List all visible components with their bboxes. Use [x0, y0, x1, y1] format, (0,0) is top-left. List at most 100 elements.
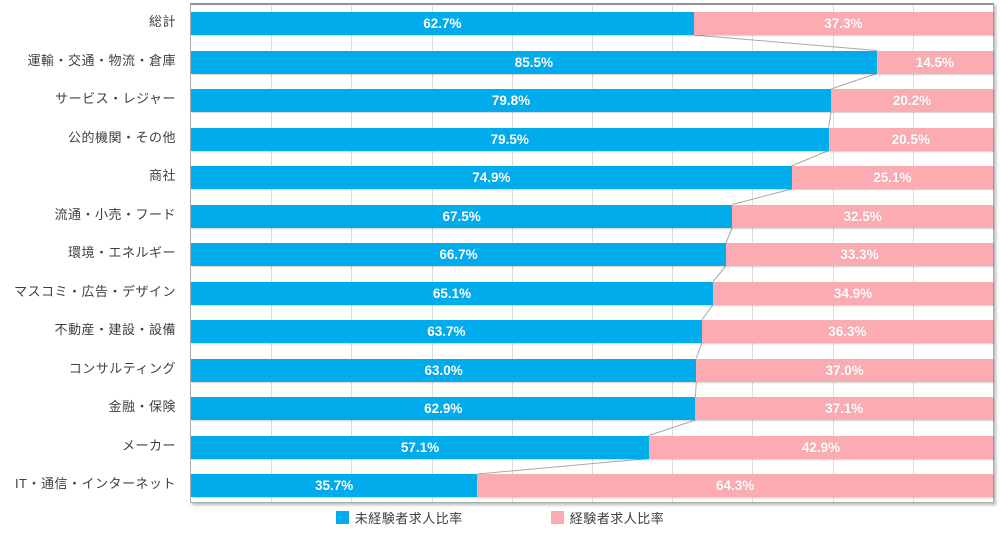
category-label: IT・通信・インターネット [14, 476, 176, 491]
value-label: 66.7% [439, 247, 478, 262]
category-label: 流通・小売・フード [54, 206, 176, 222]
category-label: 商社 [148, 168, 176, 183]
legend: 未経験者求人比率 経験者求人比率 [0, 506, 1000, 528]
segment-experienced: 14.5% [876, 50, 993, 74]
segment-experienced: 33.3% [725, 243, 993, 266]
bar-row: 67.5% 32.5% [191, 204, 993, 228]
segment-inexperienced: 79.8% [191, 89, 831, 112]
segment-inexperienced: 65.1% [191, 281, 714, 305]
connector-line [701, 304, 714, 321]
legend-swatch-pink-icon [550, 510, 564, 524]
value-label: 37.0% [825, 362, 864, 378]
bar-row: 63.7% 36.3% [191, 320, 993, 343]
bar-row: 62.9% 37.1% [191, 397, 993, 420]
connector-line [791, 150, 829, 167]
bar-row: 79.5% 20.5% [191, 127, 993, 151]
category-label: メーカー [121, 437, 176, 453]
bar-row: 65.1% 34.9% [191, 281, 993, 305]
category-label: 公的機関・その他 [67, 129, 176, 145]
value-label: 74.9% [472, 170, 511, 185]
value-label: 25.1% [873, 170, 912, 185]
value-label: 33.3% [840, 247, 879, 262]
segment-inexperienced: 79.5% [191, 127, 829, 151]
bar-row: 35.7% 64.3% [191, 474, 993, 497]
segment-experienced: 36.3% [701, 320, 993, 343]
segment-experienced: 20.2% [830, 89, 993, 112]
value-label: 62.7% [423, 16, 462, 31]
value-label: 20.2% [892, 93, 932, 108]
value-label: 20.5% [891, 131, 930, 147]
value-label: 79.5% [490, 131, 529, 147]
value-label: 37.3% [824, 16, 863, 31]
category-label: サービス・レジャー [55, 91, 176, 106]
legend-swatch-blue-icon [335, 510, 349, 524]
connector-line [693, 34, 877, 51]
connector-line [732, 188, 792, 205]
bar-row: 74.9% 25.1% [191, 166, 993, 189]
segment-inexperienced: 35.7% [191, 474, 478, 497]
segment-experienced: 34.9% [713, 281, 993, 305]
bar-row: 63.0% 37.0% [191, 358, 993, 382]
connector-line [712, 265, 727, 282]
category-label: マスコミ・広告・デザイン [13, 283, 176, 299]
value-label: 32.5% [843, 208, 882, 224]
value-label: 79.8% [491, 93, 531, 108]
category-label: 環境・エネルギー [67, 245, 176, 260]
segment-experienced: 64.3% [477, 474, 993, 497]
segment-experienced: 42.9% [648, 435, 993, 459]
bar-row: 79.8% 20.2% [191, 89, 993, 112]
value-label: 63.7% [427, 324, 466, 339]
value-label: 42.9% [801, 439, 841, 455]
value-label: 14.5% [915, 54, 954, 70]
legend-item-experienced: 経験者求人比率 [550, 508, 665, 527]
connector-line [828, 111, 832, 128]
legend-item-inexperienced: 未経験者求人比率 [335, 508, 463, 527]
connector-line [648, 419, 696, 436]
segment-inexperienced: 57.1% [191, 435, 649, 459]
value-label: 62.9% [424, 401, 463, 416]
value-label: 34.9% [833, 285, 873, 301]
value-label: 64.3% [716, 478, 755, 493]
bar-row: 57.1% 42.9% [191, 435, 993, 459]
segment-inexperienced: 67.5% [191, 204, 733, 228]
value-label: 63.0% [424, 362, 463, 378]
segment-experienced: 37.3% [693, 12, 993, 35]
segment-inexperienced: 85.5% [191, 50, 877, 74]
bar-row: 85.5% 14.5% [191, 50, 993, 74]
segment-inexperienced: 66.7% [191, 243, 726, 266]
segment-inexperienced: 62.7% [191, 12, 694, 35]
segment-inexperienced: 62.9% [191, 397, 696, 420]
value-label: 67.5% [442, 208, 481, 224]
connector-line [695, 342, 703, 359]
value-label: 57.1% [400, 439, 440, 455]
category-label: 金融・保険 [108, 399, 176, 414]
value-label: 36.3% [828, 324, 867, 339]
segment-inexperienced: 63.7% [191, 320, 702, 343]
connector-line [830, 73, 877, 90]
segment-inexperienced: 74.9% [191, 166, 792, 189]
segment-experienced: 37.0% [696, 358, 993, 382]
connector-line [477, 458, 649, 475]
segment-experienced: 25.1% [791, 166, 993, 189]
connector-line [725, 227, 733, 244]
value-label: 85.5% [514, 54, 553, 70]
legend-label-inexperienced: 未経験者求人比率 [354, 510, 463, 526]
value-label: 35.7% [315, 478, 354, 493]
plot-area: 62.7% 37.3% 85.5% 14.5% 79.8% 20.2% 79.5% 20.5%… [190, 3, 994, 503]
bar-row: 66.7% 33.3% [191, 243, 993, 266]
value-label: 65.1% [432, 285, 472, 301]
category-label: 総計 [148, 14, 176, 29]
bar-row: 62.7% 37.3% [191, 12, 993, 35]
connector-line [694, 381, 697, 398]
legend-label-experienced: 経験者求人比率 [569, 510, 665, 526]
category-label: 運輸・交通・物流・倉庫 [27, 52, 176, 68]
value-label: 37.1% [825, 401, 864, 416]
category-label: 不動産・建設・設備 [54, 322, 176, 337]
segment-experienced: 37.1% [695, 397, 993, 420]
category-axis: 総計運輸・交通・物流・倉庫サービス・レジャー公的機関・その他商社流通・小売・フー… [0, 3, 183, 500]
segment-experienced: 20.5% [828, 127, 993, 151]
category-label: コンサルティング [68, 360, 176, 376]
segment-inexperienced: 63.0% [191, 358, 697, 382]
segment-experienced: 32.5% [732, 204, 993, 228]
